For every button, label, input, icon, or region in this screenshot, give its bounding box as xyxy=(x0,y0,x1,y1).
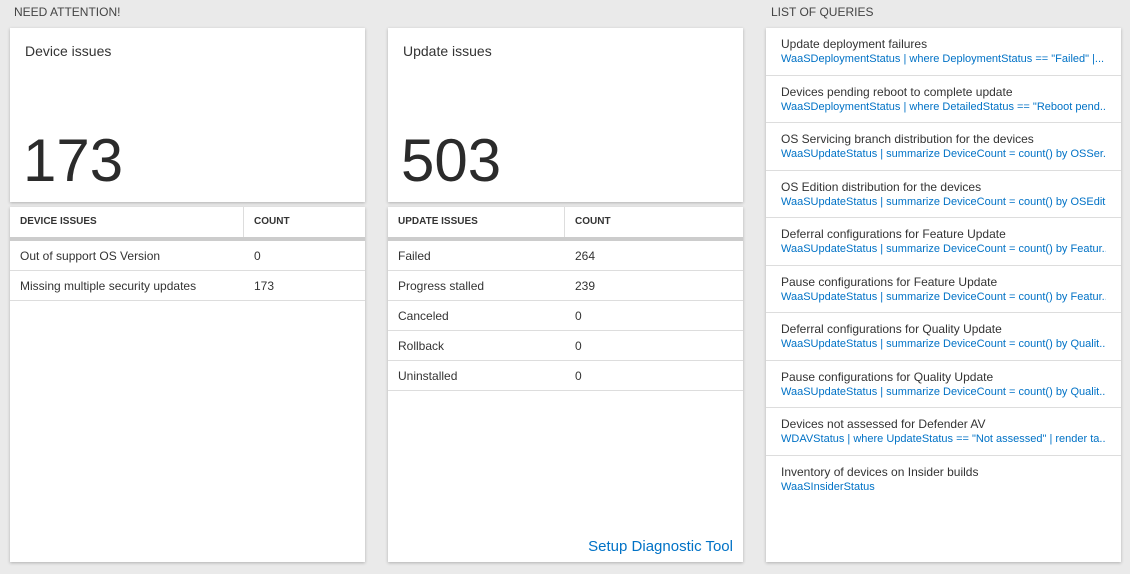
query-text: WaaSUpdateStatus | summarize DeviceCount… xyxy=(781,290,1106,303)
issue-table: UPDATE ISSUES COUNT Failed 264 Progress stal… xyxy=(388,207,743,562)
column-header: DEVICE ISSUES xyxy=(20,216,97,227)
issue-name: Failed xyxy=(398,249,431,263)
issue-count: 0 xyxy=(254,249,261,263)
query-item[interactable]: Deferral configurations for Quality Upda… xyxy=(766,313,1121,361)
table-row: Uninstalled 0 xyxy=(388,361,743,391)
query-text: WDAVStatus | where UpdateStatus == "Not … xyxy=(781,433,1106,445)
query-item[interactable]: Deferral configurations for Feature Upda… xyxy=(766,218,1121,266)
query-name: Pause configurations for Feature Update xyxy=(781,274,998,289)
query-text: WaaSUpdateStatus | summarize DeviceCount… xyxy=(781,338,1106,350)
query-list: Update deployment failures WaaSDeployment… xyxy=(766,28,1121,562)
tile-total: 503 xyxy=(401,127,502,194)
query-name: Pause configurations for Quality Update xyxy=(781,369,994,384)
query-item[interactable]: Pause configurations for Feature Update W… xyxy=(766,266,1121,313)
issue-name: Missing multiple security updates xyxy=(20,279,197,293)
query-item[interactable]: OS Servicing branch distribution for the… xyxy=(766,123,1121,171)
query-name: OS Edition distribution for the devices xyxy=(781,179,982,194)
issue-count: 0 xyxy=(575,339,582,353)
query-name: OS Servicing branch distribution for the… xyxy=(781,132,1034,146)
issue-name: Canceled xyxy=(398,309,449,323)
issue-count: 239 xyxy=(575,279,596,293)
table-header: DEVICE ISSUES COUNT xyxy=(10,207,365,241)
column-header: COUNT xyxy=(254,216,290,227)
query-name: Devices pending reboot to complete updat… xyxy=(781,84,1013,99)
query-text: WaaSUpdateStatus | summarize DeviceCount… xyxy=(781,195,1106,208)
column-divider xyxy=(564,207,565,237)
query-item[interactable]: Update deployment failures WaaSDeployment… xyxy=(766,28,1121,76)
tile-title: Update issues xyxy=(403,43,492,59)
query-item[interactable]: Devices not assessed for Defender AV WDAV… xyxy=(766,408,1121,456)
table-row: Out of support OS Version 0 xyxy=(10,241,365,271)
issue-count: 264 xyxy=(575,249,596,263)
table-row: Missing multiple security updates 173 xyxy=(10,271,365,301)
column-divider xyxy=(243,207,244,237)
table-row: Failed 264 xyxy=(388,241,743,271)
issue-name: Rollback xyxy=(398,339,445,353)
setup-link[interactable]: Setup Diagnostic Tool xyxy=(588,538,733,555)
query-item[interactable]: Inventory of devices on Insider builds Wa… xyxy=(766,456,1121,503)
column-header: COUNT xyxy=(575,216,611,227)
tile-total: 173 xyxy=(23,127,124,194)
issue-table: DEVICE ISSUES COUNT Out of support OS Vers… xyxy=(10,207,365,562)
query-text: WaaSUpdateStatus | summarize DeviceCount… xyxy=(781,243,1106,255)
query-name: Deferral configurations for Quality Upda… xyxy=(781,322,1002,336)
section-title: NEED ATTENTION! xyxy=(14,5,121,19)
query-text: WaaSDeploymentStatus | where DetailedSta… xyxy=(781,100,1106,113)
issue-name: Out of support OS Version xyxy=(20,249,161,263)
section-title: LIST OF QUERIES xyxy=(771,5,874,19)
issue-count: 173 xyxy=(254,279,275,293)
table-row: Progress stalled 239 xyxy=(388,271,743,301)
query-name: Deferral configurations for Feature Upda… xyxy=(781,227,1006,241)
query-item[interactable]: Pause configurations for Quality Update W… xyxy=(766,361,1121,408)
query-name: Devices not assessed for Defender AV xyxy=(781,417,986,431)
query-name: Update deployment failures xyxy=(781,37,928,51)
query-text: WaaSDeploymentStatus | where DeploymentS… xyxy=(781,53,1105,65)
table-row: Rollback 0 xyxy=(388,331,743,361)
query-name: Inventory of devices on Insider builds xyxy=(781,464,979,479)
query-text: WaaSUpdateStatus | summarize DeviceCount… xyxy=(781,385,1106,398)
column-header: UPDATE ISSUES xyxy=(398,216,478,227)
issue-count: 0 xyxy=(575,309,582,323)
query-text: WaaSInsiderStatus xyxy=(781,480,875,493)
issue-name: Uninstalled xyxy=(398,369,458,383)
tile: Update issues 503 xyxy=(388,28,743,202)
table-row: Canceled 0 xyxy=(388,301,743,331)
tile: Device issues 173 xyxy=(10,28,365,202)
query-text: WaaSUpdateStatus | summarize DeviceCount… xyxy=(781,148,1106,160)
query-item[interactable]: OS Edition distribution for the devices W… xyxy=(766,171,1121,218)
issue-count: 0 xyxy=(575,369,582,383)
issue-name: Progress stalled xyxy=(398,279,485,293)
query-item[interactable]: Devices pending reboot to complete updat… xyxy=(766,76,1121,123)
tile-title: Device issues xyxy=(25,43,112,59)
table-header: UPDATE ISSUES COUNT xyxy=(388,207,743,241)
